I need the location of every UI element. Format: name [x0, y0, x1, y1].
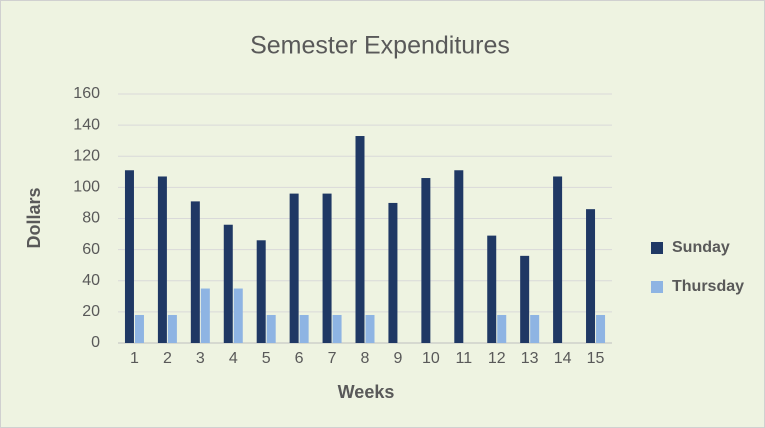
y-tick-label: 40	[82, 272, 100, 289]
bar	[266, 314, 276, 343]
x-tick-label: 13	[521, 350, 539, 367]
y-tick-label: 100	[73, 179, 100, 196]
bar	[388, 202, 398, 343]
bar	[200, 288, 210, 343]
y-tick-label: 20	[82, 303, 100, 320]
y-tick-label: 80	[82, 210, 100, 227]
x-tick-label: 1	[130, 350, 139, 367]
bar	[530, 314, 540, 343]
bar	[299, 314, 309, 343]
x-tick-label: 2	[163, 350, 172, 367]
x-tick-label: 15	[587, 350, 605, 367]
bar	[497, 314, 507, 343]
legend-label: Thursday	[672, 278, 744, 295]
bar	[134, 314, 144, 343]
x-tick-label: 8	[361, 350, 370, 367]
y-tick-label: 60	[82, 241, 100, 258]
x-tick-label: 9	[393, 350, 402, 367]
bar	[586, 209, 596, 343]
bar	[596, 314, 606, 343]
bar	[256, 240, 266, 343]
bar	[190, 201, 200, 343]
x-tick-label: 12	[488, 350, 506, 367]
bar	[233, 288, 243, 343]
bar	[487, 235, 497, 343]
bar	[157, 176, 167, 343]
x-tick-label: 5	[262, 350, 271, 367]
bar	[167, 314, 177, 343]
x-tick-label: 3	[196, 350, 205, 367]
x-tick-label: 14	[554, 350, 572, 367]
legend-swatch	[651, 242, 663, 254]
bar	[553, 176, 563, 343]
x-tick-label: 7	[328, 350, 337, 367]
y-tick-label: 120	[73, 147, 100, 164]
bar	[365, 314, 375, 343]
x-tick-label: 6	[295, 350, 304, 367]
bar	[332, 314, 342, 343]
y-tick-label: 0	[91, 334, 100, 351]
bar	[520, 255, 530, 343]
bar	[223, 224, 233, 343]
bar	[454, 170, 464, 343]
y-axis-label: Dollars	[24, 187, 44, 248]
x-tick-label: 4	[229, 350, 238, 367]
legend-label: Sunday	[672, 239, 730, 256]
y-tick-label: 160	[73, 85, 100, 102]
bar	[124, 170, 134, 343]
legend-swatch	[651, 281, 663, 293]
bar	[322, 193, 332, 343]
y-tick-label: 140	[73, 116, 100, 133]
x-tick-label: 10	[422, 350, 440, 367]
x-tick-label: 11	[455, 350, 472, 367]
bar	[289, 193, 299, 343]
bar	[421, 178, 431, 343]
chart-title: Semester Expenditures	[250, 32, 510, 60]
x-axis-label: Weeks	[338, 382, 395, 402]
bar	[355, 136, 365, 343]
